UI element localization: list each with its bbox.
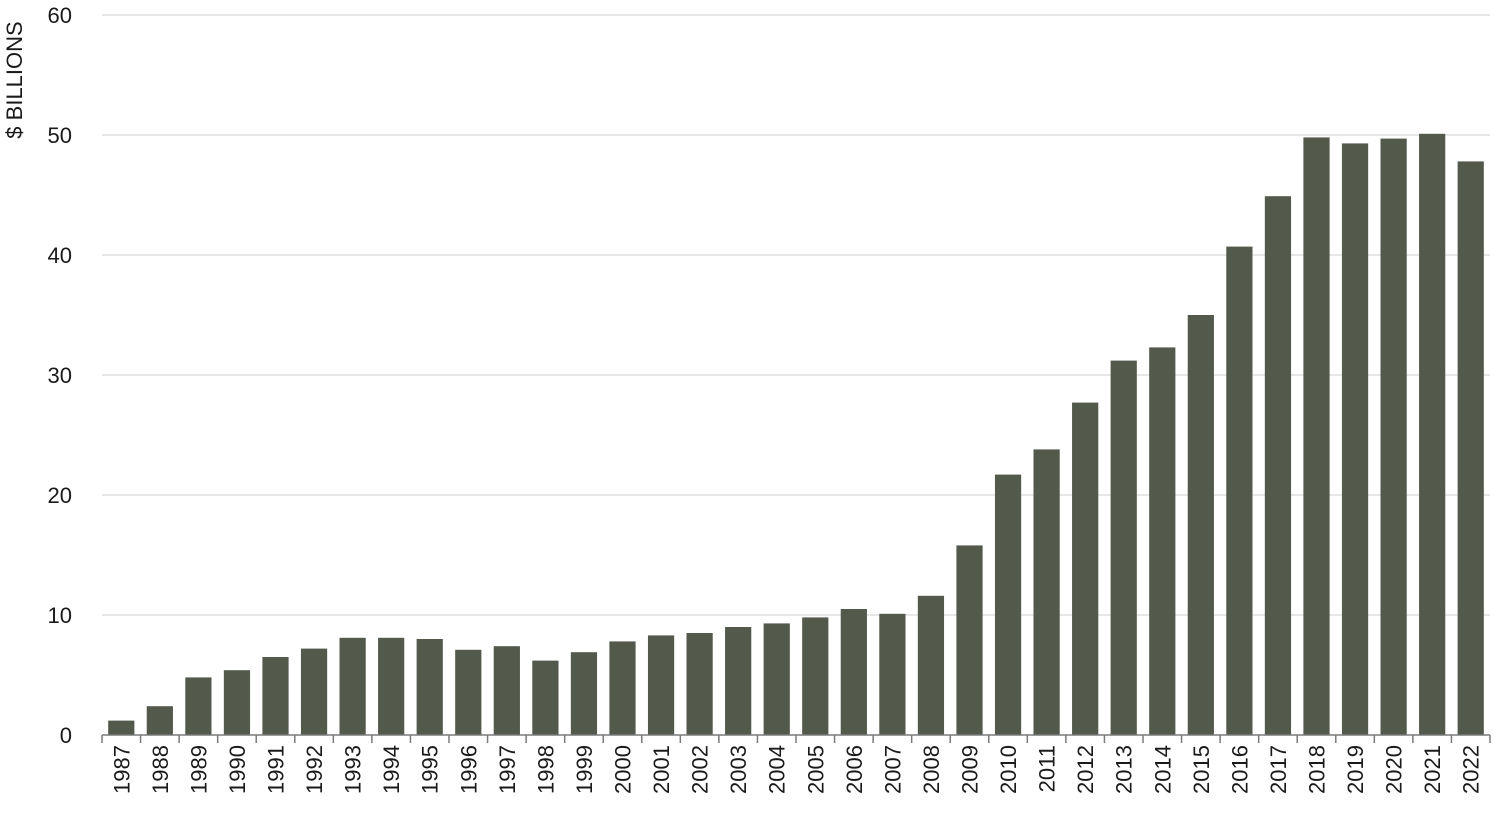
y-tick-label: 20 [48, 483, 72, 508]
bar-1999 [570, 652, 598, 735]
bar-2014 [1149, 347, 1176, 735]
y-tick-label: 30 [48, 363, 72, 388]
x-tick-label: 1990 [225, 745, 250, 794]
bar-2020 [1380, 138, 1407, 736]
bar-2001 [647, 635, 675, 735]
bar-2015 [1187, 315, 1214, 735]
x-tick-label: 2013 [1112, 745, 1137, 794]
bar-2007 [879, 613, 906, 735]
x-tick-label: 2011 [1035, 745, 1060, 792]
x-tick-label: 2008 [919, 745, 944, 794]
x-tick-label: 2018 [1305, 745, 1330, 794]
x-tick-label: 2015 [1189, 745, 1214, 794]
x-tick-label: 2002 [688, 745, 713, 794]
bar-1987 [108, 720, 135, 735]
bar-2004 [763, 623, 790, 735]
x-tick-label: 2005 [803, 745, 828, 794]
bar-1998 [532, 660, 559, 735]
x-tick-label: 1994 [379, 745, 404, 794]
bar-2013 [1110, 360, 1137, 735]
bar-2019 [1341, 143, 1369, 735]
x-tick-label: 1999 [572, 745, 597, 794]
x-tick-label: 2006 [842, 745, 867, 794]
x-tick-label: 1988 [148, 745, 173, 794]
y-tick-label: 40 [48, 243, 72, 268]
x-tick-label: 2022 [1459, 745, 1484, 794]
x-tick-label: 2000 [611, 745, 636, 794]
x-tick-label: 1995 [418, 745, 443, 794]
bar-1993 [339, 637, 366, 735]
y-tick-label: 10 [48, 603, 72, 628]
y-tick-label: 60 [48, 3, 72, 28]
gridlines [102, 14, 1490, 616]
x-tick-label: 1991 [264, 745, 289, 794]
bar-1995 [416, 639, 443, 735]
x-tick-label: 1998 [533, 745, 558, 794]
bar-2009 [956, 545, 983, 735]
bar-2008 [917, 595, 945, 735]
bar-1989 [185, 677, 212, 735]
bar-1996 [455, 649, 482, 735]
bar-2017 [1264, 196, 1292, 735]
x-tick-label: 2010 [996, 745, 1021, 794]
y-axis-tick-labels: 0 10 20 30 40 50 60 [48, 3, 72, 748]
x-tick-label: 2016 [1227, 745, 1252, 794]
bar-1997 [493, 646, 520, 735]
bar-2011 [1033, 449, 1060, 735]
y-axis-label: $ BILLIONS [2, 21, 27, 138]
x-tick-label: 1996 [456, 745, 481, 794]
x-tick-label: 1997 [495, 745, 520, 794]
x-axis [101, 734, 1491, 743]
y-tick-label: 50 [48, 123, 72, 148]
x-tick-label: 2019 [1343, 745, 1368, 794]
y-tick-label: 0 [60, 723, 72, 748]
x-tick-label: 1987 [109, 745, 134, 794]
x-tick-label: 2014 [1150, 745, 1175, 794]
bar-1992 [300, 648, 328, 735]
bar-2002 [686, 633, 713, 735]
bar-2000 [609, 641, 636, 735]
x-tick-label: 2003 [726, 745, 751, 794]
x-tick-label: 2012 [1073, 745, 1098, 794]
bar-1988 [146, 706, 173, 735]
bar-2018 [1303, 137, 1330, 735]
bars [108, 133, 1484, 736]
bar-2003 [725, 627, 752, 735]
x-tick-label: 2020 [1382, 745, 1407, 794]
bar-1991 [262, 657, 289, 735]
x-axis-tick-labels: 1987 1988 1989 1990 1991 1992 1993 1994 1995 1996… [109, 745, 1483, 794]
x-tick-label: 1989 [186, 745, 211, 794]
x-tick-label: 2017 [1266, 745, 1291, 794]
bar-2006 [840, 609, 867, 735]
x-tick-label: 2007 [880, 745, 905, 794]
bar-1990 [223, 670, 251, 735]
bar-2016 [1226, 246, 1253, 735]
x-tick-label: 2021 [1420, 745, 1445, 794]
x-tick-label: 1993 [341, 745, 366, 794]
bar-2010 [994, 474, 1022, 735]
bar-2005 [802, 617, 829, 735]
x-tick-label: 2009 [958, 745, 983, 794]
bar-2022 [1457, 161, 1484, 735]
bar-2021 [1419, 133, 1446, 736]
x-tick-label: 1992 [302, 745, 327, 794]
bar-2012 [1072, 402, 1099, 735]
bar-1994 [378, 637, 405, 735]
x-tick-label: 2001 [649, 745, 674, 794]
x-tick-label: 2004 [765, 745, 790, 794]
